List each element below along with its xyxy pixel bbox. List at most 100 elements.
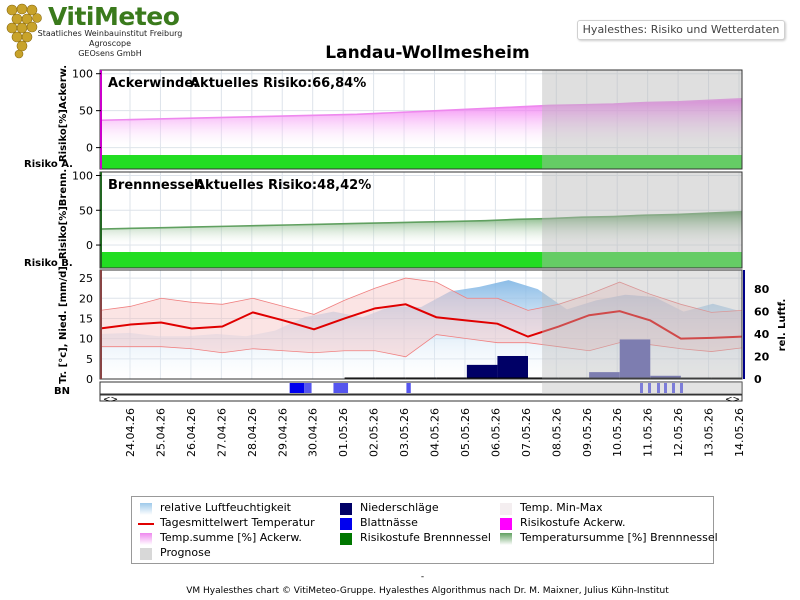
leaf-wetness-mark — [648, 383, 651, 393]
bn-row-label: BN — [54, 386, 70, 397]
bn-forecast-overlay — [542, 382, 742, 394]
legend-label: Risikostufe Brennnessel — [360, 531, 491, 544]
legend-swatch — [500, 518, 512, 530]
ackerwinde-ytick-label: 0 — [86, 142, 93, 155]
ackerwinde-y-axis-label: Risiko[%]Ackerw. — [58, 65, 69, 162]
x-date-label: 01.05.26 — [337, 408, 350, 457]
logo-title: VitiMeteo — [48, 2, 180, 31]
x-date-label: 28.04.26 — [246, 408, 259, 457]
legend-swatch — [500, 533, 512, 545]
weather-left-tick-label: 5 — [86, 353, 93, 366]
brennnessel-ytick-label: 50 — [79, 204, 93, 217]
x-date-label: 09.05.26 — [581, 408, 594, 457]
brennnessel-y-axis-label: Risiko[%]Brenn. — [58, 169, 69, 259]
brennnessel-panel-title: Brennnessel: — [108, 178, 204, 193]
x-date-label: 11.05.26 — [642, 408, 655, 457]
x-date-label: 12.05.26 — [672, 408, 685, 457]
leaf-wetness-mark — [406, 383, 411, 393]
legend-label: relative Luftfeuchtigkeit — [160, 501, 291, 514]
weather-left-tick-label: 20 — [79, 292, 93, 305]
precip-bar — [650, 375, 681, 379]
temp-mean-line — [99, 303, 743, 340]
brennnessel-forecast-overlay — [542, 172, 742, 268]
precip-bar — [619, 339, 651, 379]
ackerwinde-forecast-overlay — [542, 70, 742, 169]
legend-label: Risikostufe Ackerw. — [520, 516, 626, 529]
brennnessel-risk-level-bar — [100, 252, 742, 268]
legend-label: Temperatursumme [%] Brennnessel — [520, 531, 718, 544]
x-date-label: 13.05.26 — [703, 408, 716, 457]
temp-min-max-band — [100, 278, 742, 357]
leaf-wetness-mark — [640, 383, 643, 393]
leaf-wetness-mark — [672, 383, 675, 393]
leaf-wetness-mark — [304, 383, 312, 393]
brennnessel-risk-row-label: Risiko B. — [24, 258, 73, 269]
ackerwinde-ytick-label: 50 — [79, 105, 93, 118]
brennnessel-ytick-label: 100 — [72, 169, 93, 182]
legend-swatch — [140, 548, 152, 560]
weather-right-tick-label: 40 — [754, 328, 770, 341]
scroll-left-arrow[interactable]: <> — [103, 395, 118, 405]
precip-bar — [589, 372, 620, 379]
x-date-label: 02.05.26 — [368, 408, 381, 457]
x-date-label: 14.05.26 — [733, 408, 746, 457]
weather-right-tick-label: 0 — [754, 373, 762, 386]
x-date-label: 08.05.26 — [550, 408, 563, 457]
x-date-label: 29.04.26 — [276, 408, 289, 457]
ackerwinde-risk-level-bar — [100, 155, 742, 169]
weather-left-tick-label: 15 — [79, 312, 93, 325]
x-date-label: 25.04.26 — [154, 408, 167, 457]
logo-subtitle-1: Staatliches Weinbauinstitut Freiburg — [37, 29, 183, 38]
weather-right-tick-label: 60 — [754, 306, 770, 319]
legend-label: Blattnässe — [360, 516, 418, 529]
legend-swatch — [340, 503, 352, 515]
logo-subtitle-2: Agroscope — [88, 39, 132, 48]
leaf-wetness-mark — [657, 383, 660, 393]
vitimeteo-logo-grapes — [6, 3, 42, 59]
x-date-label: 10.05.26 — [611, 408, 624, 457]
humidity-area — [100, 280, 742, 379]
legend-label: Niederschläge — [360, 501, 439, 514]
brennnessel-current-risk: Aktuelles Risiko:48,42% — [195, 178, 371, 193]
ackerwinde-current-risk: Aktuelles Risiko:66,84% — [190, 76, 366, 91]
timeline-scrollbar — [99, 394, 743, 402]
chart-title: Landau-Wollmesheim — [325, 43, 530, 63]
ackerwinde-temp-sum-area — [100, 98, 742, 148]
ackerwinde-panel-title: Ackerwinde: — [108, 76, 198, 91]
legend-swatch — [140, 503, 152, 515]
scroll-right-arrow[interactable]: <> — [725, 395, 740, 405]
legend-label: Tagesmittelwert Temperatur — [160, 516, 315, 529]
legend-label: Temp.summe [%] Ackerw. — [160, 531, 302, 544]
ackerwinde-risk-row-label: Risiko A. — [24, 159, 73, 170]
leaf-wetness-mark — [680, 383, 683, 393]
x-date-label: 05.05.26 — [459, 408, 472, 457]
chart-type-badge: Hyalesthes: Risiko und Wetterdaten — [577, 20, 785, 40]
weather-left-axis-label: Tr. [°c], Nied. [mm/d] — [58, 266, 69, 384]
weather-left-tick-label: 0 — [86, 373, 93, 386]
weather-right-tick-label: 80 — [754, 283, 770, 296]
legend-swatch — [140, 533, 152, 545]
leaf-wetness-mark — [664, 383, 667, 393]
ackerwinde-ytick-label: 100 — [72, 68, 93, 81]
weather-left-tick-label: 10 — [79, 333, 93, 346]
leaf-wetness-mark — [289, 383, 305, 393]
weather-left-tick-label: 25 — [79, 272, 93, 285]
footer-dash: - — [420, 572, 425, 582]
x-date-label: 26.04.26 — [185, 408, 198, 457]
precip-bar — [497, 355, 528, 379]
weather-right-axis-label: rel. Luftf. — [777, 299, 788, 352]
x-date-label: 03.05.26 — [398, 408, 411, 457]
legend-swatch — [138, 523, 154, 525]
logo-subtitle-3: GEOsens GmbH — [78, 49, 142, 58]
weather-forecast-overlay — [542, 270, 742, 379]
leaf-wetness-mark — [333, 383, 349, 393]
legend-label: Prognose — [160, 546, 211, 559]
footer-copyright: VM Hyalesthes chart © VitiMeteo-Gruppe. … — [186, 586, 669, 596]
legend-swatch — [340, 533, 352, 545]
x-date-label: 06.05.26 — [489, 408, 502, 457]
brennnessel-temp-sum-line — [99, 210, 743, 230]
x-date-label: 24.04.26 — [124, 408, 137, 457]
precip-bar — [466, 364, 498, 379]
temp-max-line — [99, 277, 743, 315]
